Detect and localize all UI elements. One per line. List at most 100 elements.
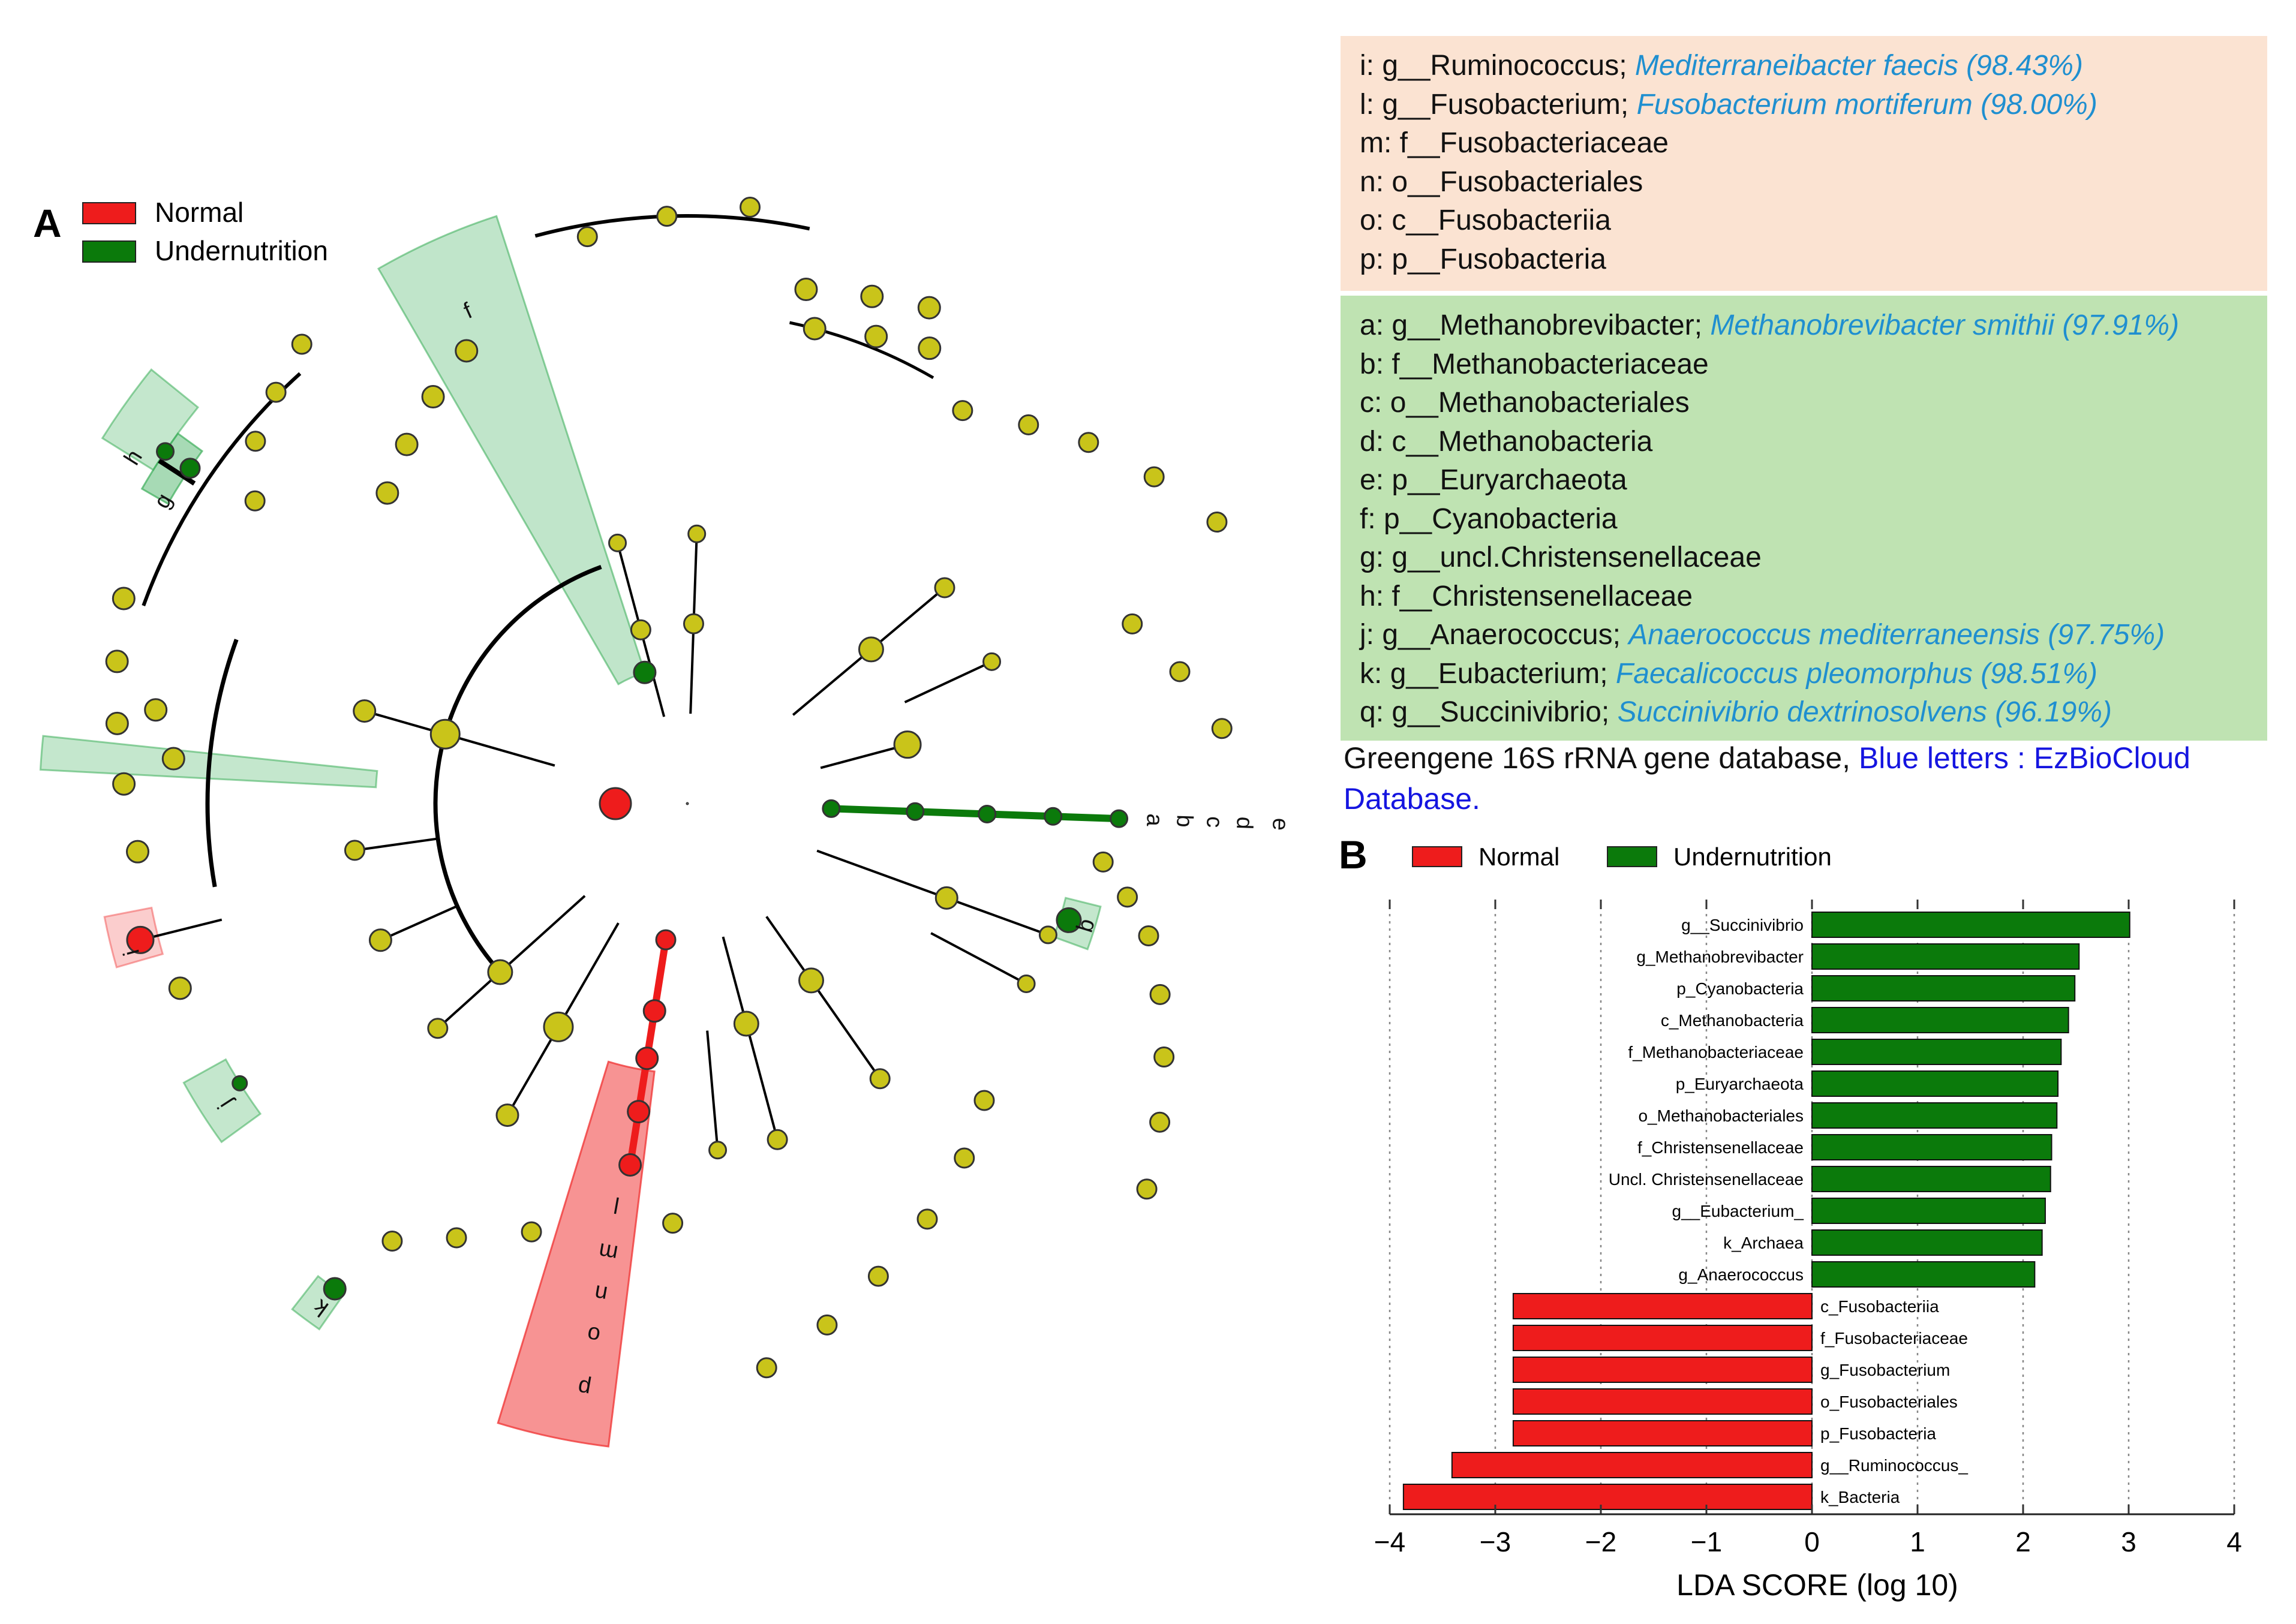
taxon-node [795,279,817,300]
taxon-node [354,700,375,722]
database-note-greengene: Greengene 16S rRNA gene database, [1344,741,1859,775]
x-axis-label: LDA SCORE (log 10) [1676,1568,1958,1602]
clade-letter: e [1267,817,1293,831]
lda-bar-label: g__Succinivibrio [1681,916,1804,934]
row-code: c: [1360,387,1382,419]
lda-bar [1404,1484,1812,1509]
lda-chart-panel: B Normal Undernutrition g__Succinivibrio… [1332,816,2296,1621]
taxon-node [1079,433,1098,452]
row-ezbiocloud: Succinivibrio dextrinosolvens (96.19%) [1618,696,2112,728]
lda-bar [1812,944,2079,969]
x-tick-label: −3 [1480,1526,1511,1557]
taxon-node [369,930,391,951]
taxon-node [955,1148,974,1168]
row-code: k: [1360,658,1382,690]
taxon-node [663,1214,683,1233]
row-code: h: [1360,581,1384,612]
clade-branch [690,624,693,714]
row-code: q: [1360,696,1384,728]
taxon-row: o: c__Fusobacteriia [1360,202,2248,240]
row-taxon: f__Christensenellaceae [1392,581,1693,612]
sector-j [184,1060,260,1142]
lda-bar-label: p_Fusobacteria [1820,1424,1936,1443]
x-tick-label: 4 [2226,1526,2242,1557]
row-taxon: g__Fusobacterium; [1382,89,1628,121]
undernutrition-taxa-table: a: g__Methanobrevibacter; Methanobreviba… [1341,296,2267,741]
taxon-node [1137,1180,1156,1199]
taxon-node [804,318,825,339]
taxon-node [497,1105,518,1126]
row-taxon: p__Fusobacteria [1392,243,1606,275]
cyanobacteria-node [634,661,656,683]
taxon-node [488,960,512,984]
row-taxon: f__Methanobacteriaceae [1392,348,1708,380]
lda-bar-label: o_Methanobacteriales [1638,1106,1804,1125]
row-taxon: g__Ruminococcus; [1382,50,1627,82]
row-taxon: g__Anaerococcus; [1382,619,1621,651]
clade-branch [915,811,987,814]
taxon-row: j: g__Anaerococcus; Anaerococcus mediter… [1360,616,2248,655]
row-ezbiocloud: Mediterraneibacter faecis (98.43%) [1635,50,2083,82]
clade-branch [723,937,747,1024]
row-code: d: [1360,426,1384,458]
clade-letter: d [1231,816,1257,830]
taxon-row: m: f__Fusobacteriaceae [1360,124,2248,163]
taxon-node [865,326,887,347]
row-taxon: o__Fusobacteriales [1392,166,1643,198]
eubacterium-node [324,1278,345,1300]
lda-bar-label: f_Methanobacteriaceae [1628,1043,1804,1061]
euryarchaeota-node [907,803,924,820]
clade-letter: c [1201,816,1227,828]
lda-bar-label: c_Methanobacteria [1661,1011,1804,1030]
taxon-node [1212,719,1231,738]
fusobacteria-node [628,1101,650,1123]
lda-bar-label: p_Euryarchaeota [1676,1075,1804,1093]
lda-bar-label: g__Ruminococcus_ [1820,1456,1968,1475]
taxon-row: l: g__Fusobacterium; Fusobacterium morti… [1360,86,2248,125]
legend-normal-label: Normal [155,197,244,228]
row-taxon: g__Succinivibrio; [1392,696,1609,728]
clade-branch [707,1031,717,1150]
taxon-row: a: g__Methanobrevibacter; Methanobreviba… [1360,306,2248,345]
taxon-row: g: g__uncl.Christensenellaceae [1360,539,2248,578]
chart-legend-undernutrition-label: Undernutrition [1673,843,1832,871]
taxon-node [383,1232,402,1251]
fusobacteria-node [620,1154,641,1175]
taxon-node [1207,513,1227,532]
lda-bar [1812,976,2075,1001]
clade-letter: b [1171,814,1197,828]
taxon-row: q: g__Succinivibrio; Succinivibrio dextr… [1360,693,2248,732]
taxon-node [113,588,134,609]
clade-branch [931,933,1026,984]
lda-bar [1812,1166,2051,1192]
ring-class-left [435,567,601,966]
lda-bar [1452,1452,1812,1478]
fusobacteria-node [636,1048,658,1069]
taxon-node [377,482,398,504]
taxon-node [1123,614,1142,633]
legend-normal-swatch [83,203,136,224]
taxon-node [710,1142,726,1159]
taxon-node [984,653,1000,670]
row-code: n: [1360,166,1384,198]
taxon-node [106,651,128,672]
normal-class-node [600,788,631,819]
lda-bar-label: k_Archaea [1723,1234,1804,1252]
christensenellaceae-node [181,459,200,478]
x-tick-label: 0 [1804,1526,1820,1557]
clade-branch [946,898,1048,935]
taxon-row: f: p__Cyanobacteria [1360,500,2248,539]
row-taxon: g__Methanobrevibacter; [1392,309,1702,341]
clade-branch [905,661,992,702]
taxon-row: b: f__Methanobacteriaceae [1360,345,2248,384]
clade-branch [871,588,945,649]
row-code: e: [1360,464,1384,496]
uncl-christensenellaceae-node [157,443,174,460]
clade-branch [354,838,438,850]
row-taxon: o__Methanobacteriales [1390,387,1690,419]
x-tick-label: 3 [2121,1526,2136,1557]
taxon-node [292,335,311,354]
taxon-node [684,614,703,633]
taxon-node [1155,1048,1174,1067]
row-taxon: c__Fusobacteriia [1392,204,1611,236]
